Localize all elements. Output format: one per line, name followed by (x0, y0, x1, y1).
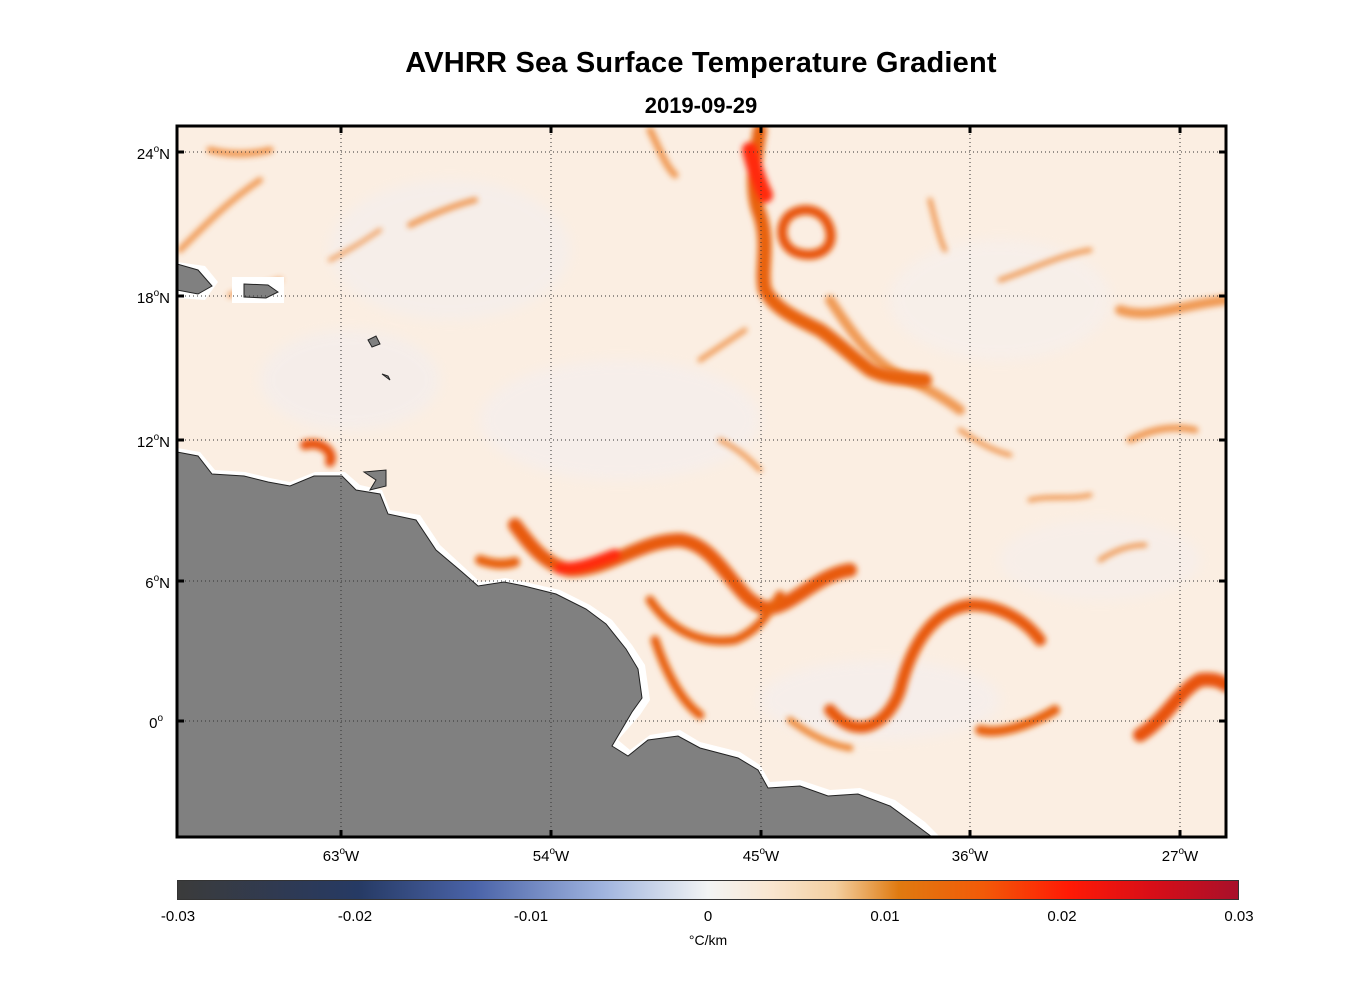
colorbar-tick-label: -0.02 (337, 908, 373, 925)
map-frame (175, 124, 1228, 839)
lon-label-27w: 27oW (1162, 846, 1199, 865)
caribbean-island (177, 263, 213, 295)
map-date: 2019-09-29 (644, 93, 758, 118)
caribbean-island-2 (243, 283, 279, 299)
small-island (367, 335, 381, 348)
longitude-labels: 63oW 54oW 45oW 36oW 27oW (323, 846, 1199, 865)
lat-label-0: 0o (149, 713, 163, 732)
trinidad-island (362, 469, 387, 491)
map-title: AVHRR Sea Surface Temperature Gradient (405, 47, 997, 79)
lon-label-36w: 36oW (952, 846, 989, 865)
lat-label-18n: 18oN (137, 288, 170, 307)
lon-label-63w: 63oW (323, 846, 360, 865)
colorbar-tick-label: 0.02 (1047, 908, 1077, 925)
graticule (177, 126, 1226, 837)
lon-label-54w: 54oW (533, 846, 570, 865)
northern-front (742, 126, 932, 387)
map-content (177, 126, 1226, 837)
lon-label-45w: 45oW (743, 846, 780, 865)
colorbar-tick-label: 0.01 (870, 908, 900, 925)
colorbar-tick-label: -0.01 (513, 908, 549, 925)
small-island-2 (381, 373, 391, 381)
colorbar-tick-label: 0 (703, 908, 713, 925)
equatorial-fronts (300, 438, 1226, 752)
latitude-labels: 24oN 18oN 12oN 6oN 0o (137, 144, 170, 732)
colorbar-tick-label: -0.03 (160, 908, 196, 925)
frame-ticks (177, 126, 1226, 837)
south-america-land (177, 451, 933, 837)
colorbar-units: °C/km (688, 932, 728, 948)
colorbar (177, 880, 1239, 900)
colorbar-tick-label: 0.03 (1224, 908, 1254, 925)
lat-label-12n: 12oN (137, 432, 170, 451)
lat-label-24n: 24oN (137, 144, 170, 163)
ocean-texture (260, 180, 1200, 740)
lat-label-6n: 6oN (145, 573, 170, 592)
land (177, 262, 940, 837)
